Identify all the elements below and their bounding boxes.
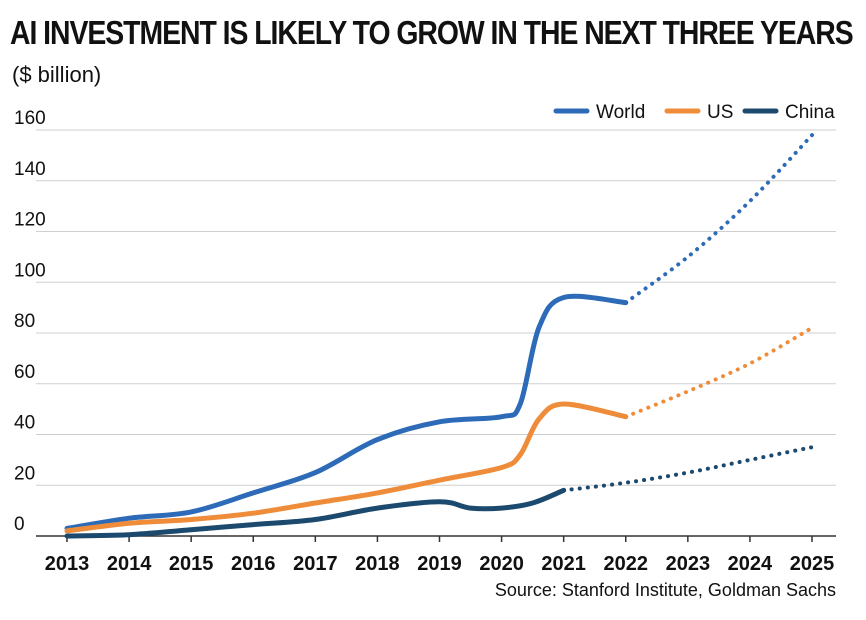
chart-title: AI INVESTMENT IS LIKELY TO GROW IN THE N… — [10, 14, 854, 51]
y-axis-ticks: 0 20 40 60 80 100 120 140 160 — [14, 108, 46, 535]
y-tick-label: 140 — [14, 159, 46, 180]
source-note: Source: Stanford Institute, Goldman Sach… — [494, 580, 836, 600]
series-line-us — [64, 401, 629, 534]
y-tick-label: 0 — [14, 514, 25, 535]
x-tick-label: 2015 — [169, 553, 214, 575]
y-tick-label: 60 — [14, 362, 35, 383]
x-tick-label: 2016 — [231, 553, 276, 575]
y-axis-unit-label: ($ billion) — [12, 62, 102, 87]
x-tick-label: 2023 — [666, 553, 711, 575]
series-projection-china — [561, 445, 814, 493]
legend-label-china: China — [785, 102, 835, 123]
x-tick-label: 2014 — [107, 553, 152, 575]
x-tick-label: 2024 — [728, 553, 773, 575]
y-tick-label: 120 — [14, 210, 46, 231]
gridlines — [36, 129, 836, 486]
y-tick-label: 100 — [14, 260, 46, 281]
x-tick-label: 2018 — [355, 553, 400, 575]
series-projection-us — [623, 325, 814, 419]
x-tick-label: 2025 — [790, 553, 835, 575]
y-tick-label: 40 — [14, 413, 35, 434]
legend-label-us: US — [707, 102, 733, 123]
legend: World US China — [553, 102, 835, 123]
y-tick-label: 20 — [14, 463, 35, 484]
series-projection-world — [623, 133, 814, 305]
series-line-world — [64, 293, 629, 531]
y-tick-label: 80 — [14, 311, 35, 332]
x-tick-label: 2021 — [541, 553, 586, 575]
x-tick-label: 2019 — [417, 553, 462, 575]
series-line-china — [64, 487, 567, 539]
x-tick-label: 2022 — [604, 553, 649, 575]
x-tick-label: 2013 — [45, 553, 90, 575]
y-tick-label: 160 — [14, 108, 46, 129]
x-tick-label: 2017 — [293, 553, 338, 575]
x-axis-ticks: 2013 2014 2015 2016 2017 2018 2019 2020 2021 2022… — [45, 536, 835, 575]
x-tick-label: 2020 — [479, 553, 524, 575]
series-group — [64, 133, 814, 539]
legend-label-world: World — [596, 102, 645, 123]
